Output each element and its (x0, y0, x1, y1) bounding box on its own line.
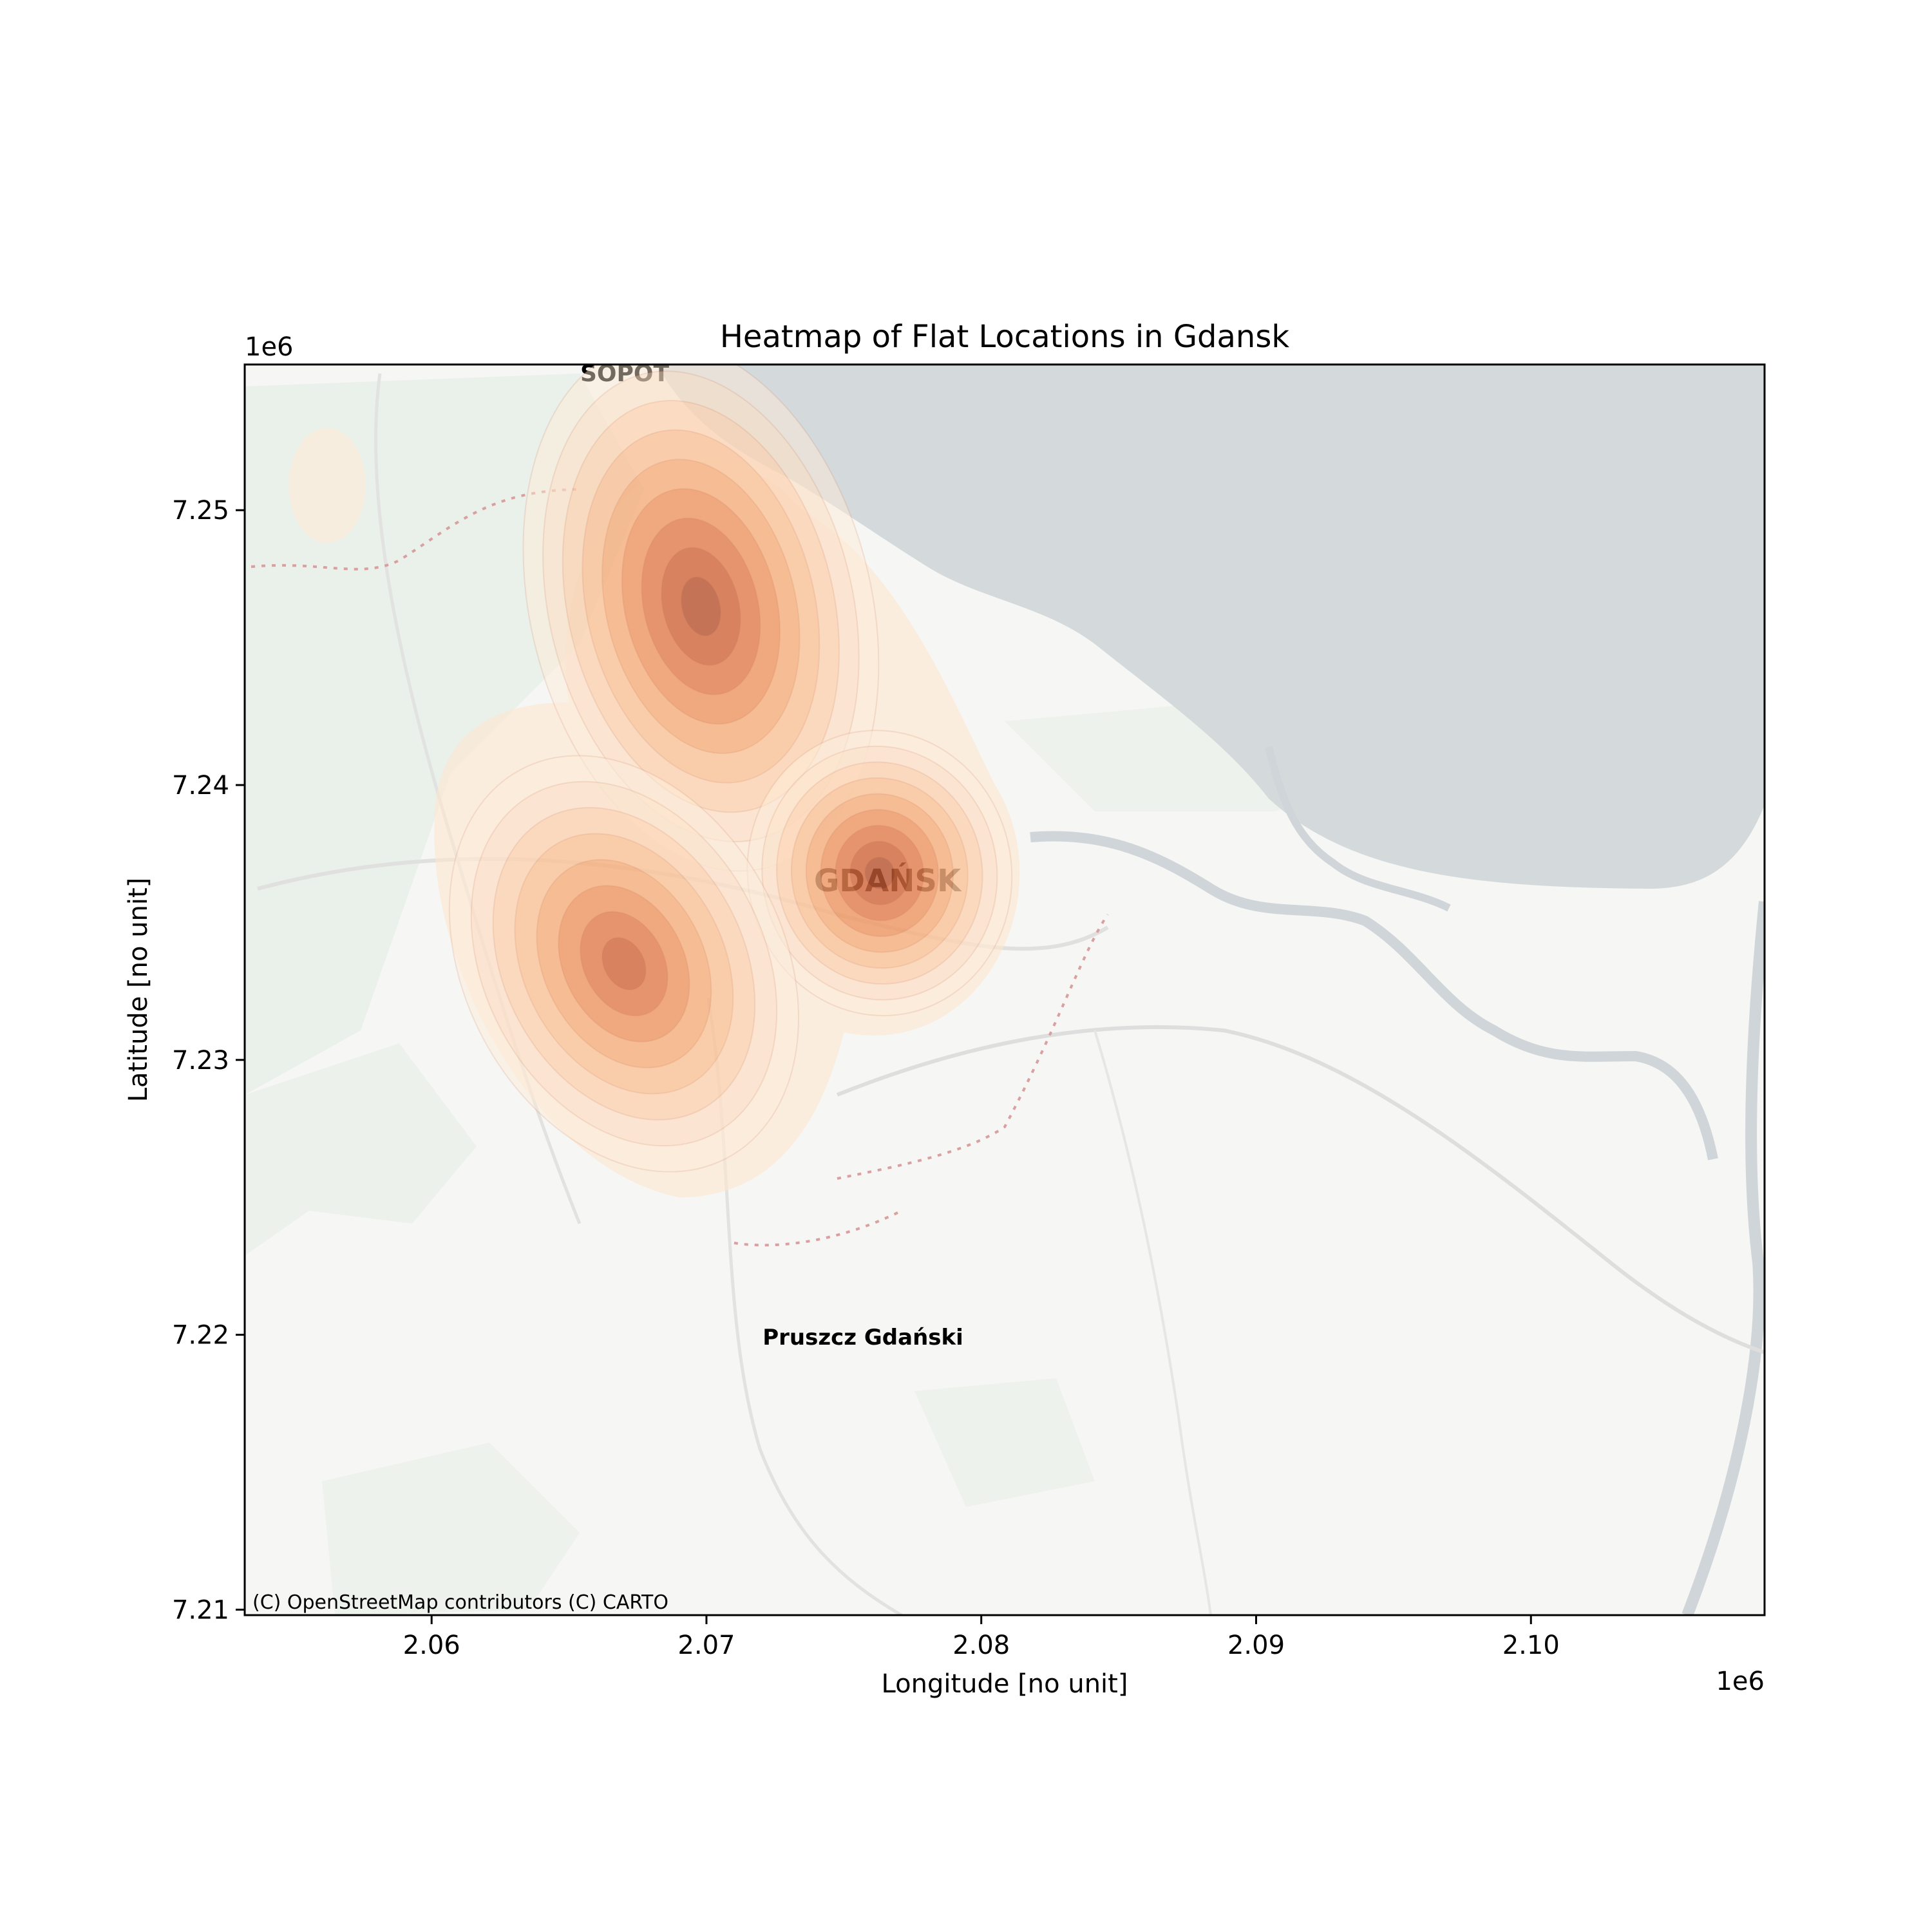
plot-frame (243, 363, 1766, 1616)
density-contour (514, 833, 734, 1095)
density-contour (864, 856, 895, 890)
basemap-river (1030, 831, 1718, 1160)
x-tick-label: 2.09 (1227, 1631, 1285, 1660)
density-contour (641, 517, 761, 696)
y-tick-label: 7.25 (172, 496, 229, 526)
x-tick-label: 2.06 (403, 1631, 460, 1660)
basemap-river (1681, 901, 1765, 1615)
density-contour (542, 370, 860, 842)
x-tick-label: 2.10 (1502, 1631, 1560, 1660)
density-contour (820, 809, 940, 938)
density-contour (470, 781, 778, 1147)
density-contour (661, 547, 741, 666)
density-contour (492, 807, 756, 1121)
x-axis: 2.06 2.07 2.08 2.09 2.10 (403, 1615, 1560, 1660)
density-contour (790, 777, 969, 969)
x-axis-label: Longitude [no unit] (882, 1669, 1128, 1699)
density-contour (582, 429, 820, 784)
density-contour (805, 793, 954, 953)
chart-title: Heatmap of Flat Locations in Gdansk (720, 319, 1290, 355)
density-contour (601, 937, 647, 990)
y-axis-offset-label: 1e6 (245, 332, 294, 362)
density-contour (536, 858, 712, 1069)
density-contour (621, 488, 781, 725)
y-axis: 7.21 7.22 7.23 7.24 7.25 (172, 496, 245, 1625)
y-tick-label: 7.23 (172, 1046, 229, 1075)
y-tick-label: 7.24 (172, 771, 229, 800)
x-tick-label: 2.07 (677, 1631, 735, 1660)
basemap-green-area (914, 1378, 1095, 1507)
basemap-border (734, 1209, 902, 1247)
map-attribution: (C) OpenStreetMap contributors (C) CARTO (252, 1591, 668, 1614)
density-contour (289, 428, 366, 544)
density-contour (580, 911, 668, 1017)
x-axis-offset-label: 1e6 (1716, 1667, 1765, 1696)
density-contour (601, 459, 800, 754)
y-tick-label: 7.22 (172, 1321, 229, 1350)
density-contour (562, 400, 840, 813)
basemap-sea (657, 365, 1765, 889)
place-label-pruszcz-gdanski: Pruszcz Gdański (762, 1325, 963, 1350)
plot-area: SOPOT GDAŃSK Pruszcz Gdański (C) OpenStr… (245, 361, 1765, 1615)
y-tick-label: 7.21 (172, 1595, 229, 1625)
y-axis-label: Latitude [no unit] (124, 878, 153, 1103)
density-contour (776, 761, 983, 985)
density-contour (448, 755, 799, 1173)
basemap-road (1094, 1030, 1212, 1615)
basemap-green-area (245, 374, 644, 1095)
x-tick-label: 2.08 (952, 1631, 1010, 1660)
density-contour (746, 730, 1013, 1017)
basemap-border (837, 913, 1109, 1180)
basemap-green-area (322, 1443, 580, 1615)
density-contour (849, 840, 910, 905)
density-contour (835, 824, 925, 922)
density-contour (558, 885, 690, 1043)
basemap-border (251, 488, 580, 571)
basemap-green-area (245, 1043, 477, 1256)
basemap-road (836, 1025, 1765, 1354)
place-label-sopot: SOPOT (580, 361, 670, 387)
density-contour (522, 365, 880, 872)
basemap-river (1265, 746, 1451, 912)
density-contour (761, 745, 998, 1001)
density-layer (289, 365, 1020, 1198)
density-contour (680, 576, 722, 637)
density-envelope (434, 459, 1020, 1198)
